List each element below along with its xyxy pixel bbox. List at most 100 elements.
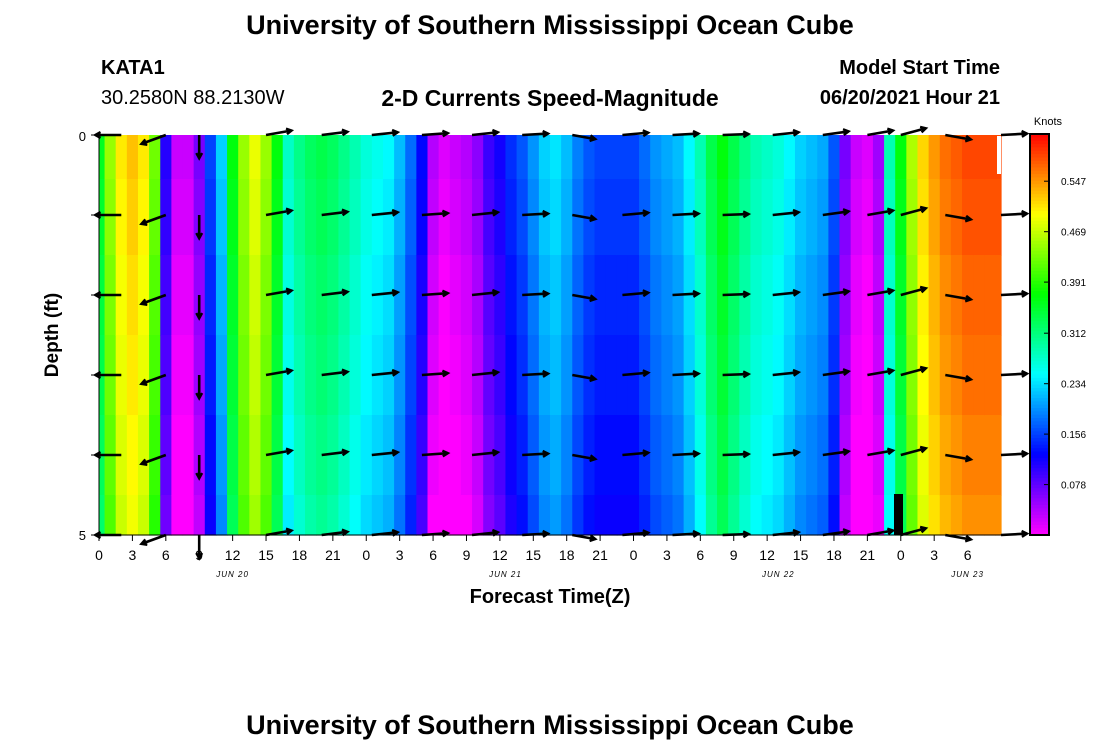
x-tick-label: 0 bbox=[95, 547, 103, 563]
vector-head bbox=[742, 450, 752, 459]
heat-cell bbox=[472, 495, 484, 536]
x-tick-label: 15 bbox=[793, 547, 809, 563]
heat-cell bbox=[137, 179, 150, 256]
colorbar-step bbox=[1030, 200, 1049, 205]
vector-head bbox=[195, 232, 204, 241]
heat-cell bbox=[850, 255, 863, 336]
current-vector bbox=[195, 135, 204, 161]
colorbar-step bbox=[1030, 177, 1049, 182]
vector-head bbox=[542, 529, 551, 538]
heat-cell bbox=[305, 415, 317, 496]
heat-cell bbox=[761, 335, 774, 416]
vector-head bbox=[341, 288, 350, 297]
current-vector bbox=[900, 445, 929, 457]
heat-cell bbox=[583, 335, 596, 416]
heat-cell bbox=[783, 335, 796, 416]
current-vector bbox=[822, 448, 852, 457]
vector-head bbox=[391, 208, 401, 217]
heat-cell bbox=[839, 495, 852, 536]
vector-head bbox=[692, 209, 701, 218]
heat-cell bbox=[204, 495, 217, 536]
heat-cell bbox=[828, 495, 841, 536]
current-vector bbox=[772, 128, 802, 137]
colorbar-step bbox=[1030, 180, 1049, 185]
heat-cell bbox=[839, 255, 852, 336]
colorbar-step bbox=[1030, 291, 1049, 295]
current-vector bbox=[867, 447, 896, 457]
x-tick-label: 21 bbox=[325, 547, 341, 563]
vector-shaft bbox=[900, 367, 927, 377]
vector-shaft bbox=[572, 373, 596, 381]
colorbar-step bbox=[1030, 324, 1049, 329]
vector-shaft bbox=[321, 530, 348, 537]
date-label: JUN 21 bbox=[488, 570, 522, 579]
heat-cell bbox=[394, 335, 406, 416]
heat-cell bbox=[293, 179, 306, 256]
vector-shaft bbox=[371, 211, 398, 217]
heat-cell bbox=[115, 415, 128, 496]
current-vector bbox=[672, 209, 701, 218]
vector-head bbox=[441, 129, 451, 138]
heat-cell bbox=[550, 255, 562, 336]
heat-cell bbox=[605, 135, 618, 180]
heat-cell bbox=[149, 495, 161, 536]
current-vector bbox=[622, 209, 651, 218]
heat-cell bbox=[182, 415, 195, 496]
heat-cell bbox=[850, 495, 863, 536]
vector-head bbox=[285, 527, 295, 536]
heat-cell bbox=[338, 179, 351, 256]
vector-head bbox=[1021, 449, 1030, 458]
heat-cell bbox=[594, 255, 607, 336]
current-vector bbox=[722, 450, 752, 459]
y-tick-label: 5 bbox=[79, 528, 86, 543]
model-start-time: 06/20/2021 Hour 21 bbox=[819, 87, 1000, 109]
current-vector bbox=[772, 288, 802, 297]
colorbar-step bbox=[1030, 451, 1049, 456]
colorbar-step bbox=[1030, 287, 1049, 292]
current-vector bbox=[945, 373, 974, 383]
x-tick-label: 3 bbox=[930, 547, 938, 563]
current-vector bbox=[672, 289, 701, 298]
vector-shaft bbox=[867, 369, 894, 377]
vector-head bbox=[842, 368, 852, 376]
colorbar-step bbox=[1030, 157, 1049, 162]
heat-cell bbox=[995, 255, 1002, 336]
current-vector bbox=[421, 289, 451, 298]
colorbar-step bbox=[1030, 498, 1049, 503]
heat-cell bbox=[483, 179, 495, 256]
heat-cell bbox=[683, 495, 696, 536]
vector-head bbox=[139, 458, 148, 466]
heat-cell bbox=[305, 335, 317, 416]
heat-cell bbox=[661, 179, 674, 256]
heat-cell bbox=[995, 335, 1002, 416]
vector-shaft bbox=[371, 291, 398, 297]
vector-head bbox=[792, 448, 802, 457]
heat-cell bbox=[739, 135, 752, 180]
vector-head bbox=[285, 207, 295, 216]
heat-cell bbox=[650, 415, 662, 496]
vector-shaft bbox=[622, 211, 649, 217]
vector-head bbox=[139, 538, 148, 546]
heat-cell bbox=[550, 415, 562, 496]
vector-head bbox=[195, 552, 204, 561]
heat-cell bbox=[416, 495, 429, 536]
heat-cell bbox=[572, 135, 585, 180]
colorbar: 0.547 0.469 0.391 0.312 0.234 0.156 0.078 bbox=[1029, 133, 1086, 536]
colorbar-step bbox=[1030, 484, 1049, 489]
heat-cell bbox=[794, 415, 807, 496]
current-vector bbox=[139, 293, 167, 306]
heat-cell bbox=[360, 179, 373, 256]
heat-cell bbox=[917, 335, 930, 416]
page-title: University of Southern Mississippi Ocean… bbox=[246, 10, 854, 40]
heat-cell bbox=[928, 335, 941, 416]
vector-head bbox=[441, 369, 451, 378]
heat-cell bbox=[872, 135, 885, 180]
heat-cell bbox=[99, 135, 106, 180]
heat-cell bbox=[160, 335, 172, 416]
heat-cell bbox=[728, 495, 740, 536]
heat-cell bbox=[917, 255, 930, 336]
heat-cell bbox=[305, 255, 317, 336]
current-vector bbox=[900, 525, 929, 537]
vector-shaft bbox=[867, 529, 894, 537]
current-vector bbox=[265, 527, 295, 537]
